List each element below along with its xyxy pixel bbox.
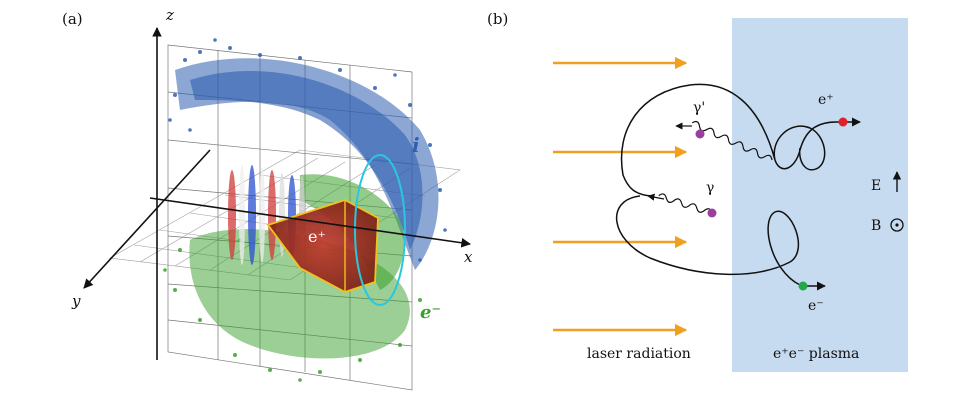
laser-arrows bbox=[553, 56, 688, 337]
cyan-contour bbox=[354, 154, 406, 306]
positron-label-b: e⁺ bbox=[818, 92, 834, 108]
photon-gamma-label: γ bbox=[706, 180, 714, 196]
ion-cloud bbox=[168, 38, 447, 271]
panel-a: (a) bbox=[62, 6, 473, 391]
e-field-label: E bbox=[871, 178, 881, 194]
field-indicator bbox=[890, 171, 904, 232]
ion-label: i bbox=[412, 133, 420, 157]
y-axis bbox=[83, 149, 211, 289]
panel-b: (b) γ' γ e⁺ e⁻ bbox=[487, 10, 908, 372]
x-axis bbox=[149, 197, 471, 248]
photon-gamma-dot bbox=[707, 208, 717, 218]
positron-label: e⁺ bbox=[308, 227, 326, 246]
photon-gamma-prime bbox=[691, 120, 773, 161]
positron-dot bbox=[838, 117, 848, 127]
plasma-label: e⁺e⁻ plasma bbox=[773, 346, 859, 362]
axes bbox=[83, 27, 471, 360]
panel-a-label: (a) bbox=[62, 10, 83, 28]
electron-dot bbox=[798, 281, 808, 291]
photon-gamma-prime-label: γ' bbox=[693, 100, 705, 116]
b-field-label: B bbox=[871, 218, 881, 234]
laser-radiation-label: laser radiation bbox=[587, 346, 691, 362]
photon-gamma bbox=[658, 193, 713, 214]
electron-label-b: e⁻ bbox=[808, 298, 824, 314]
photon-gamma-prime-dot bbox=[695, 129, 705, 139]
particle-trajectory bbox=[615, 83, 837, 286]
positron-region bbox=[266, 199, 379, 293]
x-axis-label: x bbox=[464, 248, 473, 266]
y-axis-label: y bbox=[71, 292, 81, 310]
electron-label: e⁻ bbox=[420, 302, 441, 323]
panel-b-label: (b) bbox=[487, 10, 508, 28]
plasma-region bbox=[732, 18, 908, 372]
z-axis-label: z bbox=[165, 6, 174, 24]
